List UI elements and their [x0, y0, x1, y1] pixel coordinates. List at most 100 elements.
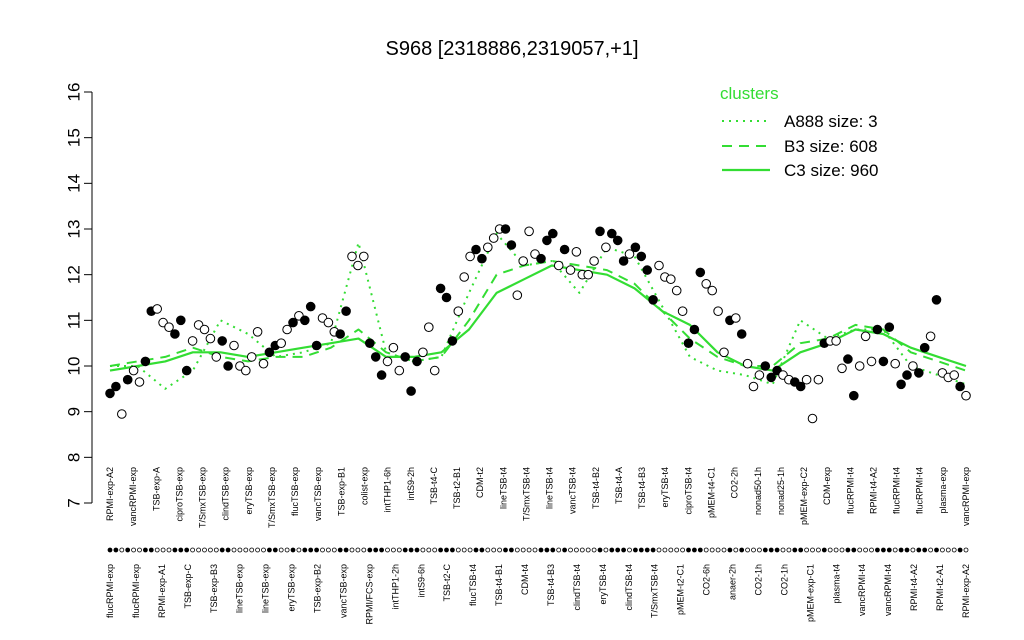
- rug-mark: [934, 547, 939, 553]
- y-tick-label: 12: [65, 265, 84, 284]
- rug-mark: [544, 547, 550, 553]
- rug-mark: [579, 547, 585, 553]
- rug-mark: [556, 547, 562, 553]
- data-point: [542, 235, 552, 246]
- data-point: [860, 331, 871, 342]
- data-point: [571, 247, 582, 257]
- data-point: [748, 381, 759, 392]
- rug-mark: [650, 547, 656, 553]
- rug-mark: [444, 547, 449, 553]
- bottom-x-label: TSB-exp-C: [183, 564, 193, 609]
- data-point: [418, 347, 428, 358]
- rug-mark: [916, 547, 922, 553]
- data-point: [276, 338, 287, 349]
- rug-mark: [940, 547, 945, 553]
- bottom-x-label: flucRPMI-exp: [105, 564, 115, 618]
- data-point: [483, 242, 493, 253]
- data-point: [170, 329, 180, 339]
- data-point: [624, 249, 635, 259]
- rug-mark: [886, 547, 892, 553]
- y-tick-label: 14: [65, 174, 84, 193]
- data-point: [559, 244, 570, 255]
- y-tick-label: 9: [65, 407, 84, 416]
- legend-entry-b3: B3 size: 608: [784, 137, 878, 156]
- rug-mark: [792, 547, 798, 553]
- rug-mark: [290, 547, 296, 553]
- rug-mark: [190, 547, 196, 553]
- data-point: [536, 253, 546, 264]
- data-point: [246, 352, 257, 362]
- rug-mark: [798, 547, 804, 553]
- rug-mark: [467, 547, 473, 553]
- bottom-x-label: TSB-t4-B3: [546, 564, 556, 606]
- rug-mark: [325, 547, 331, 553]
- chart-title: S968 [2318886,2319057,+1]: [385, 38, 638, 60]
- rug-mark: [827, 547, 833, 553]
- rug-mark: [172, 547, 178, 553]
- bottom-x-label: RPMI-exp-A2: [961, 564, 971, 618]
- data-point: [689, 324, 700, 335]
- rug-mark: [266, 547, 272, 553]
- rug-mark: [314, 547, 320, 553]
- data-point: [512, 290, 523, 301]
- rug-mark: [662, 547, 668, 553]
- rug-mark: [278, 547, 284, 553]
- data-point: [896, 379, 906, 390]
- top-x-label: lineTSB-t4: [545, 467, 555, 509]
- rug-mark: [945, 547, 951, 553]
- data-point: [453, 306, 464, 317]
- data-point: [671, 285, 682, 296]
- data-point: [323, 317, 334, 328]
- rug-mark: [148, 547, 154, 553]
- top-x-label: T/SmxTSB-exp: [198, 467, 208, 528]
- rug-mark: [745, 547, 750, 553]
- data-point: [866, 356, 877, 367]
- rug-mark: [904, 547, 910, 553]
- top-x-label: vancRPMI-exp: [128, 467, 138, 526]
- data-point: [506, 240, 517, 250]
- rug-mark: [142, 547, 148, 553]
- legend: clusters A888 size: 3 B3 size: 608 C3 si…: [720, 84, 879, 180]
- rug-mark: [786, 547, 792, 553]
- rug-mark: [137, 547, 142, 553]
- rug-mark: [857, 547, 863, 553]
- data-point: [500, 224, 511, 234]
- top-x-label: flucRPMI-t4: [892, 467, 902, 514]
- bottom-x-label: flucTSB-t4: [468, 564, 478, 606]
- rug-mark: [420, 547, 426, 553]
- rug-mark: [514, 547, 520, 553]
- rug-mark: [585, 547, 591, 553]
- data-point: [382, 356, 393, 367]
- data-point: [914, 368, 924, 378]
- rug-mark: [839, 547, 845, 553]
- rug-mark: [680, 547, 685, 553]
- data-point: [252, 327, 263, 337]
- data-point: [122, 374, 133, 385]
- data-point: [902, 370, 912, 380]
- rug-mark: [337, 547, 343, 553]
- top-x-label: CO2-2h: [730, 467, 740, 499]
- rug-mark: [455, 547, 461, 553]
- data-point: [695, 267, 706, 278]
- data-point: [412, 356, 422, 367]
- legend-entry-a888: A888 size: 3: [784, 112, 878, 131]
- rug-mark: [231, 547, 237, 553]
- rug-mark: [485, 547, 491, 553]
- top-x-label: vancTSB-t4: [568, 467, 578, 514]
- data-point: [353, 260, 363, 271]
- data-point: [229, 340, 239, 351]
- rug-mark: [426, 547, 432, 553]
- data-point: [388, 342, 399, 353]
- rug-mark: [951, 547, 957, 553]
- series-line-dashed: [109, 260, 967, 372]
- rug-mark: [656, 547, 662, 553]
- rug-mark: [703, 547, 709, 553]
- data-point: [205, 333, 216, 344]
- data-point: [465, 251, 475, 262]
- bottom-x-label: vancRPMI-t4: [857, 564, 867, 616]
- rug-mark: [213, 547, 219, 553]
- data-point: [589, 256, 599, 266]
- bottom-x-label: T/SmxTSB-t4: [650, 564, 660, 618]
- rug-mark: [207, 547, 213, 553]
- rug-mark: [225, 547, 231, 553]
